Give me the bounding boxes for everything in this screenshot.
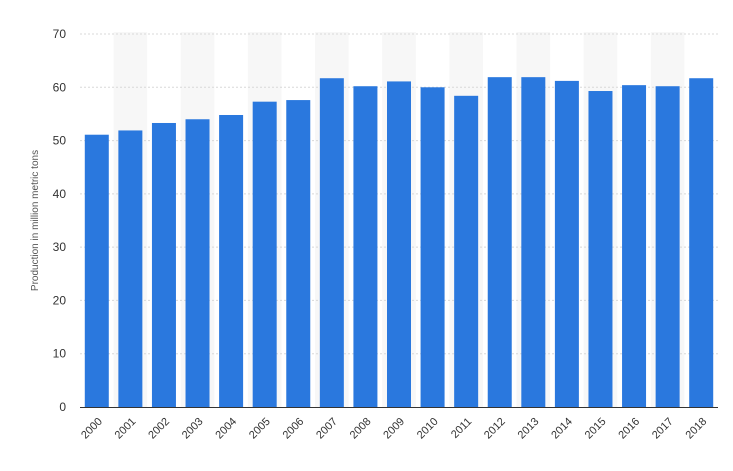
bar-2009	[387, 81, 411, 407]
bar-2008	[353, 86, 378, 407]
bar-2004	[219, 114, 244, 407]
y-tick-label: 40	[53, 187, 67, 201]
bar-2006	[286, 100, 311, 408]
bar-2005	[252, 101, 277, 408]
y-tick-label: 70	[53, 27, 67, 41]
bar-2013	[521, 77, 546, 407]
x-tick-label: 2011	[449, 416, 474, 441]
y-tick-label: 50	[53, 134, 67, 148]
x-tick-label: 2009	[381, 416, 407, 442]
y-tick-label: 10	[53, 347, 67, 361]
x-tick-label: 2018	[684, 416, 710, 442]
x-tick-label: 2005	[247, 416, 273, 442]
x-tick-label: 2008	[348, 416, 374, 442]
x-tick-labels: 2000 2001 2002 2003 2004 2005 2006 2007 2008 2009…	[79, 416, 709, 442]
bar-2000	[84, 134, 109, 407]
y-tick-label: 0	[59, 400, 66, 414]
x-tick-label: 2012	[482, 416, 508, 442]
bar-2002	[151, 122, 176, 407]
x-tick-label: 2004	[213, 416, 239, 442]
bar-2017	[655, 86, 680, 407]
bar-2016	[622, 85, 647, 407]
bar-2003	[185, 119, 210, 407]
x-tick-label: 2015	[583, 416, 609, 442]
x-tick-label: 2016	[616, 416, 642, 442]
bar-2001	[118, 130, 143, 407]
bar-2007	[319, 78, 344, 407]
bar-2012	[487, 77, 512, 407]
bar-2015	[588, 91, 613, 407]
x-tick-label: 2010	[415, 416, 441, 442]
bars	[84, 77, 714, 408]
x-tick-label: 2007	[314, 416, 340, 442]
bar-2011	[454, 95, 479, 407]
x-tick-label: 2006	[281, 416, 307, 442]
y-tick-label: 60	[53, 80, 67, 94]
x-tick-label: 2001	[113, 416, 139, 442]
x-tick-label: 2017	[650, 416, 676, 442]
x-tick-label: 2013	[516, 416, 542, 442]
y-tick-labels: 0 10 20 30 40 50 60 70	[53, 27, 67, 414]
x-tick-label: 2002	[146, 416, 172, 442]
x-tick-label: 2014	[549, 416, 575, 442]
y-tick-label: 20	[53, 293, 67, 307]
x-tick-label: 2003	[180, 416, 206, 442]
bar-2014	[554, 80, 579, 408]
bar-2010	[420, 87, 445, 408]
bar-2018	[689, 78, 714, 407]
x-tick-label: 2000	[79, 416, 105, 442]
y-tick-label: 30	[53, 240, 67, 254]
y-axis-title: Production in million metric tons	[30, 150, 41, 291]
